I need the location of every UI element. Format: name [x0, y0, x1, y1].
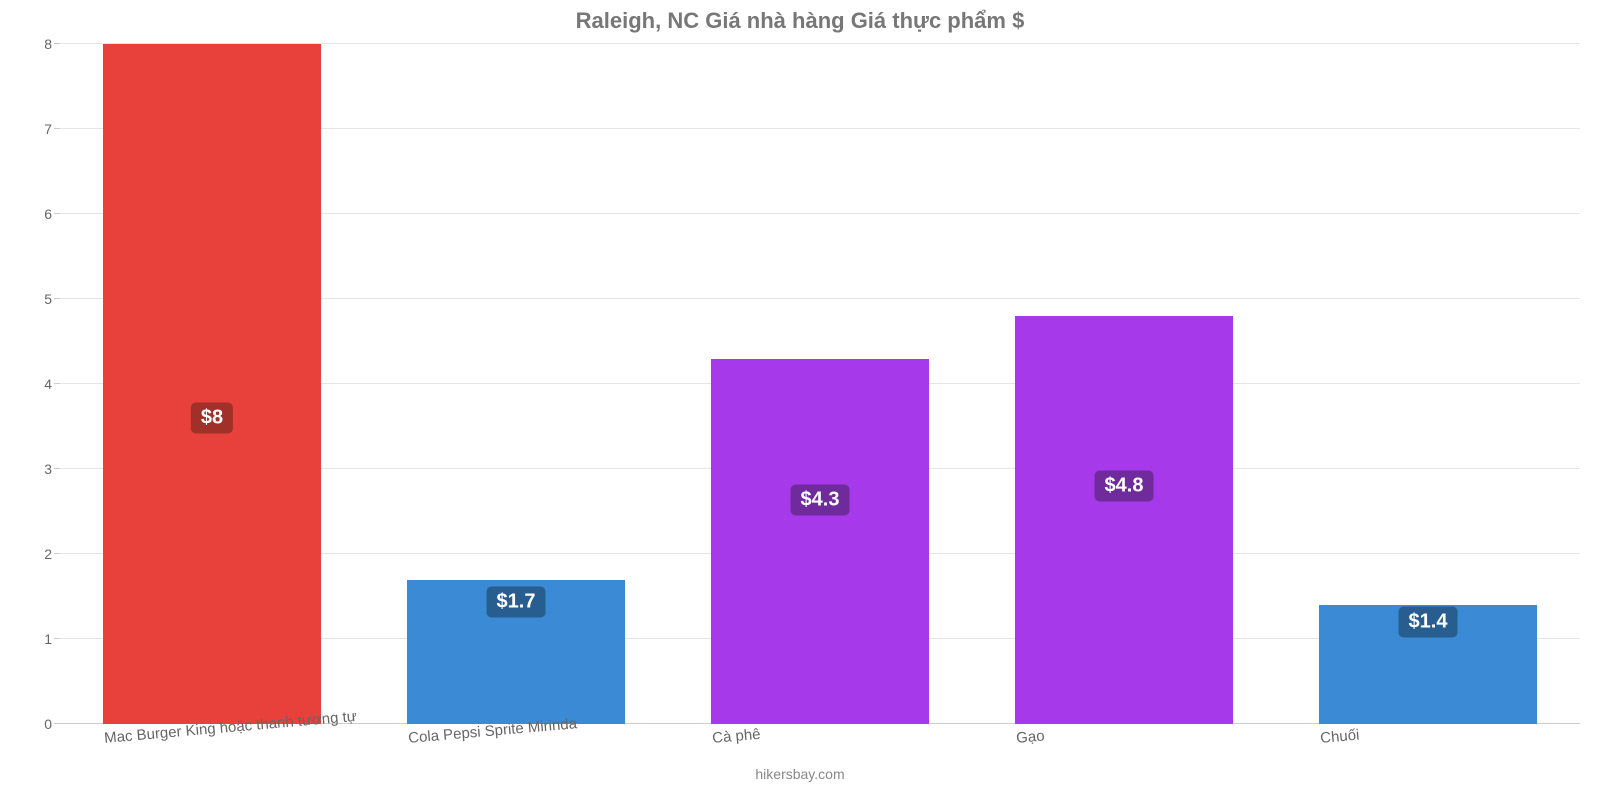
value-badge: $4.8	[1095, 471, 1154, 502]
y-tick-label: 1	[44, 631, 60, 647]
value-badge: $1.4	[1399, 607, 1458, 638]
x-tick-label: Chuối	[1319, 727, 1360, 747]
y-tick-label: 4	[44, 376, 60, 392]
x-tick-label: Cà phê	[711, 726, 761, 747]
value-badge: $8	[191, 403, 233, 434]
y-tick-label: 2	[44, 546, 60, 562]
chart-title: Raleigh, NC Giá nhà hàng Giá thực phẩm $	[0, 8, 1600, 34]
value-badge: $1.7	[487, 586, 546, 617]
y-tick-label: 0	[44, 716, 60, 732]
y-tick-label: 5	[44, 291, 60, 307]
value-badge: $4.3	[791, 484, 850, 515]
price-chart: Raleigh, NC Giá nhà hàng Giá thực phẩm $…	[0, 0, 1600, 800]
plot-area: 012345678$8Mac Burger King hoặc thanh tư…	[60, 44, 1580, 724]
bar	[711, 359, 930, 725]
y-tick-label: 7	[44, 121, 60, 137]
bar	[103, 44, 322, 724]
attribution-text: hikersbay.com	[0, 766, 1600, 782]
y-tick-label: 6	[44, 206, 60, 222]
bar	[1015, 316, 1234, 724]
y-tick-label: 3	[44, 461, 60, 477]
x-tick-label: Gạo	[1015, 728, 1045, 747]
y-tick-label: 8	[44, 36, 60, 52]
